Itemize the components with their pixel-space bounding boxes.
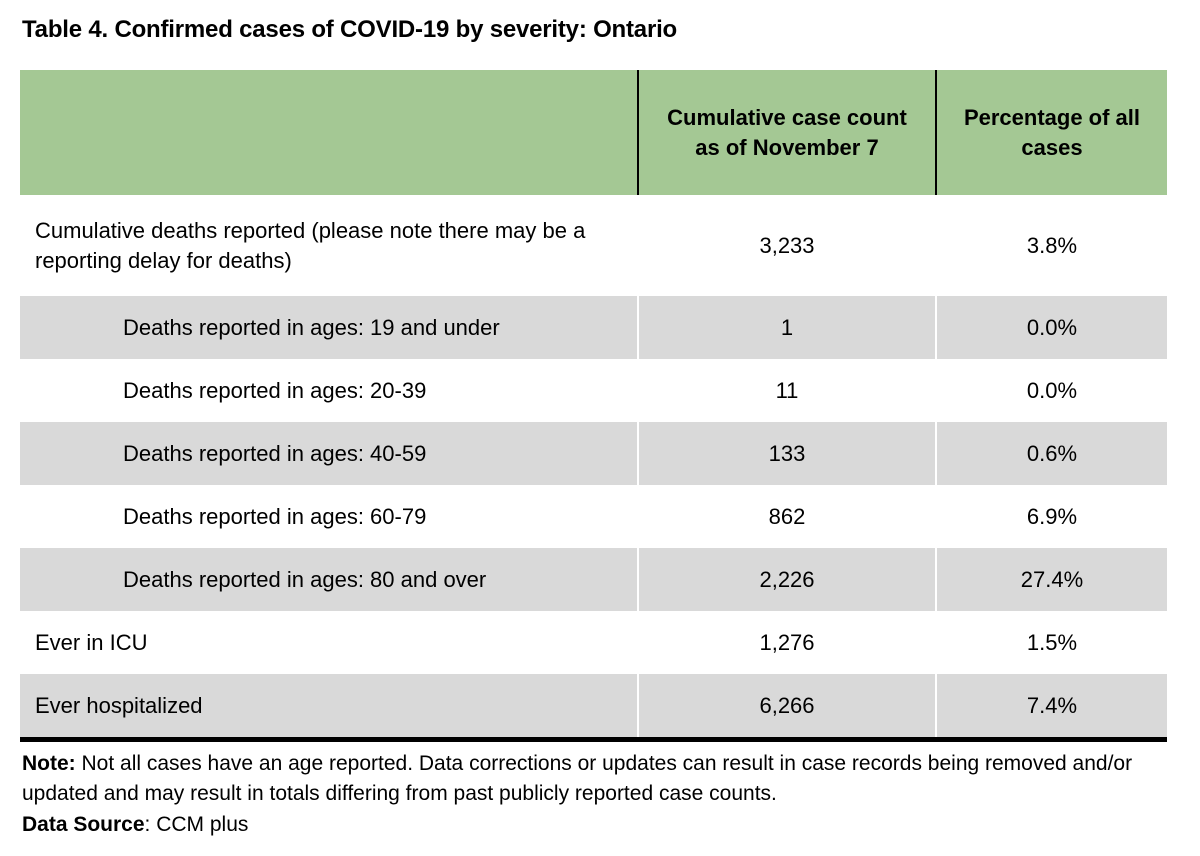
covid-severity-table: Cumulative case count as of November 7 P… xyxy=(20,70,1167,742)
table-row-cumulative-deaths: Cumulative deaths reported (please note … xyxy=(20,195,1167,296)
table-row-deaths-20-39: Deaths reported in ages: 20-39 11 0.0% xyxy=(20,359,1167,422)
header-cell-percentage: Percentage of all cases xyxy=(935,70,1167,195)
note-label: Note: xyxy=(22,752,76,775)
row-label: Deaths reported in ages: 19 and under xyxy=(20,296,637,359)
row-percentage: 7.4% xyxy=(935,674,1167,737)
row-label: Ever in ICU xyxy=(35,629,148,655)
table-row-deaths-19-under: Deaths reported in ages: 19 and under 1 … xyxy=(20,296,1167,359)
data-source-text: : CCM plus xyxy=(144,813,249,836)
document-page: Table 4. Confirmed cases of COVID-19 by … xyxy=(0,14,1200,856)
table-row-ever-hospitalized: Ever hospitalized 6,266 7.4% xyxy=(20,674,1167,737)
row-count: 1,276 xyxy=(637,611,935,674)
row-percentage: 3.8% xyxy=(935,195,1167,296)
data-source-label: Data Source xyxy=(22,813,145,836)
row-label: Deaths reported in ages: 80 and over xyxy=(20,548,637,611)
row-percentage: 0.0% xyxy=(935,296,1167,359)
table-row-deaths-60-79: Deaths reported in ages: 60-79 862 6.9% xyxy=(20,485,1167,548)
table-row-ever-icu: Ever in ICU 1,276 1.5% xyxy=(20,611,1167,674)
table-title: Table 4. Confirmed cases of COVID-19 by … xyxy=(22,16,678,43)
row-count: 3,233 xyxy=(637,195,935,296)
row-count: 1 xyxy=(637,296,935,359)
table-header-row: Cumulative case count as of November 7 P… xyxy=(20,70,1167,195)
row-count: 2,226 xyxy=(637,548,935,611)
table-row-deaths-80-over: Deaths reported in ages: 80 and over 2,2… xyxy=(20,548,1167,611)
row-label: Ever hospitalized xyxy=(20,674,637,737)
row-percentage: 27.4% xyxy=(935,548,1167,611)
row-count: 862 xyxy=(637,485,935,548)
row-percentage: 0.0% xyxy=(935,359,1167,422)
table-bottom-double-rule xyxy=(20,737,1167,742)
row-count: 6,266 xyxy=(637,674,935,737)
row-label: Deaths reported in ages: 40-59 xyxy=(20,422,637,485)
row-label: Deaths reported in ages: 60-79 xyxy=(123,503,427,529)
row-label: Cumulative deaths reported (please note … xyxy=(35,217,586,273)
table-note: Note: Not all cases have an age reported… xyxy=(22,749,1187,809)
header-cell-empty xyxy=(20,70,637,195)
data-source-line: Data Source: CCM plus xyxy=(22,810,1200,840)
row-percentage: 6.9% xyxy=(935,485,1167,548)
table-row-deaths-40-59: Deaths reported in ages: 40-59 133 0.6% xyxy=(20,422,1167,485)
row-count: 11 xyxy=(637,359,935,422)
header-cell-cumulative-count: Cumulative case count as of November 7 xyxy=(637,70,935,195)
note-text: Not all cases have an age reported. Data… xyxy=(22,752,1133,805)
row-percentage: 0.6% xyxy=(935,422,1167,485)
row-label: Deaths reported in ages: 20-39 xyxy=(123,377,427,403)
row-count: 133 xyxy=(637,422,935,485)
row-percentage: 1.5% xyxy=(935,611,1167,674)
